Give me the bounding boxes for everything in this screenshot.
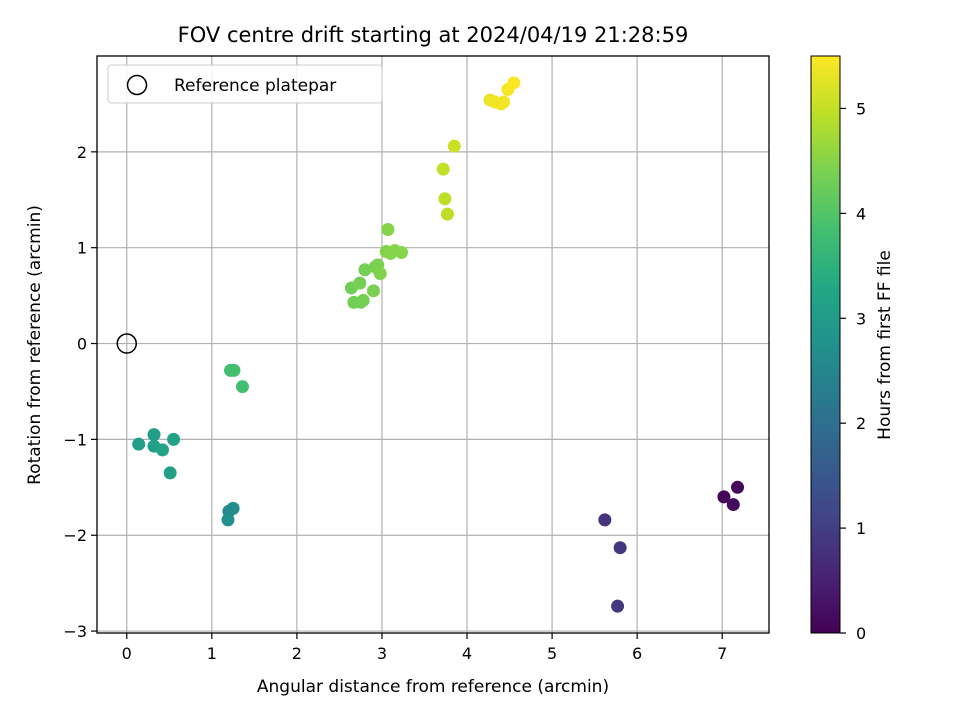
legend-reference-marker [126, 74, 148, 96]
data-point [611, 599, 625, 613]
data-point [438, 192, 452, 206]
x-tick-label: 2 [292, 644, 302, 663]
data-point [395, 245, 409, 259]
reference-marker-group [116, 333, 138, 354]
x-tick-label: 7 [717, 644, 727, 663]
y-axis-label: Rotation from reference (arcmin) [25, 205, 45, 485]
data-point [373, 267, 387, 281]
data-point [717, 490, 731, 504]
data-point [221, 513, 235, 527]
x-tick-label: 0 [122, 644, 132, 663]
data-point [167, 432, 181, 446]
y-tick-label: −1 [63, 430, 87, 449]
data-point [366, 284, 380, 298]
y-tick-label: −2 [63, 526, 87, 545]
data-point [356, 293, 370, 307]
y-axis-ticks: −3 −2 −1 0 1 2 [63, 143, 97, 641]
x-axis-label: Angular distance from reference (arcmin) [257, 677, 609, 697]
y-tick-label: 1 [77, 239, 87, 258]
data-point [132, 437, 146, 451]
data-point [358, 263, 372, 277]
data-point [353, 276, 367, 290]
legend-box [107, 64, 383, 104]
data-point [447, 139, 461, 153]
colorbar-tick-label: 2 [856, 414, 866, 433]
colorbar-label: Hours from first FF file [875, 250, 895, 440]
data-point [731, 480, 745, 494]
data-point [507, 76, 521, 90]
x-tick-label: 6 [632, 644, 642, 663]
x-tick-label: 1 [207, 644, 217, 663]
data-point [381, 222, 395, 236]
legend-label: Reference platepar [174, 76, 336, 96]
plot-frame [96, 55, 770, 634]
data-point [436, 162, 450, 176]
y-tick-label: 0 [77, 335, 87, 354]
data-point [613, 541, 627, 555]
data-point [235, 380, 249, 394]
x-tick-label: 4 [462, 644, 472, 663]
grid-lines [97, 56, 769, 633]
reference-marker [116, 333, 138, 354]
data-point [440, 207, 454, 221]
colorbar-tick-label: 1 [856, 519, 866, 538]
colorbar-tick-label: 4 [856, 204, 866, 223]
colorbar-tick-label: 3 [856, 309, 866, 328]
data-point [497, 95, 511, 109]
colorbar-tick-label: 0 [856, 624, 866, 643]
data-point [147, 428, 161, 442]
colorbar-ticks: 0 1 2 3 4 5 [840, 99, 866, 643]
x-tick-label: 3 [377, 644, 387, 663]
data-point [598, 513, 612, 527]
data-point [726, 498, 740, 512]
y-tick-label: −3 [63, 622, 87, 641]
x-tick-label: 5 [547, 644, 557, 663]
x-axis-ticks: 0 1 2 3 4 5 6 7 [122, 633, 727, 663]
data-points [132, 76, 745, 613]
colorbar: 0 1 2 3 4 5 Hours from first FF file [810, 55, 895, 643]
data-point [155, 443, 169, 457]
data-point [226, 501, 240, 515]
legend: Reference platepar [107, 64, 383, 104]
data-point [163, 466, 177, 480]
colorbar-gradient [810, 55, 841, 634]
colorbar-tick-label: 5 [856, 99, 866, 118]
data-point [227, 363, 241, 377]
chart-title: FOV centre drift starting at 2024/04/19 … [178, 23, 689, 47]
y-tick-label: 2 [77, 143, 87, 162]
